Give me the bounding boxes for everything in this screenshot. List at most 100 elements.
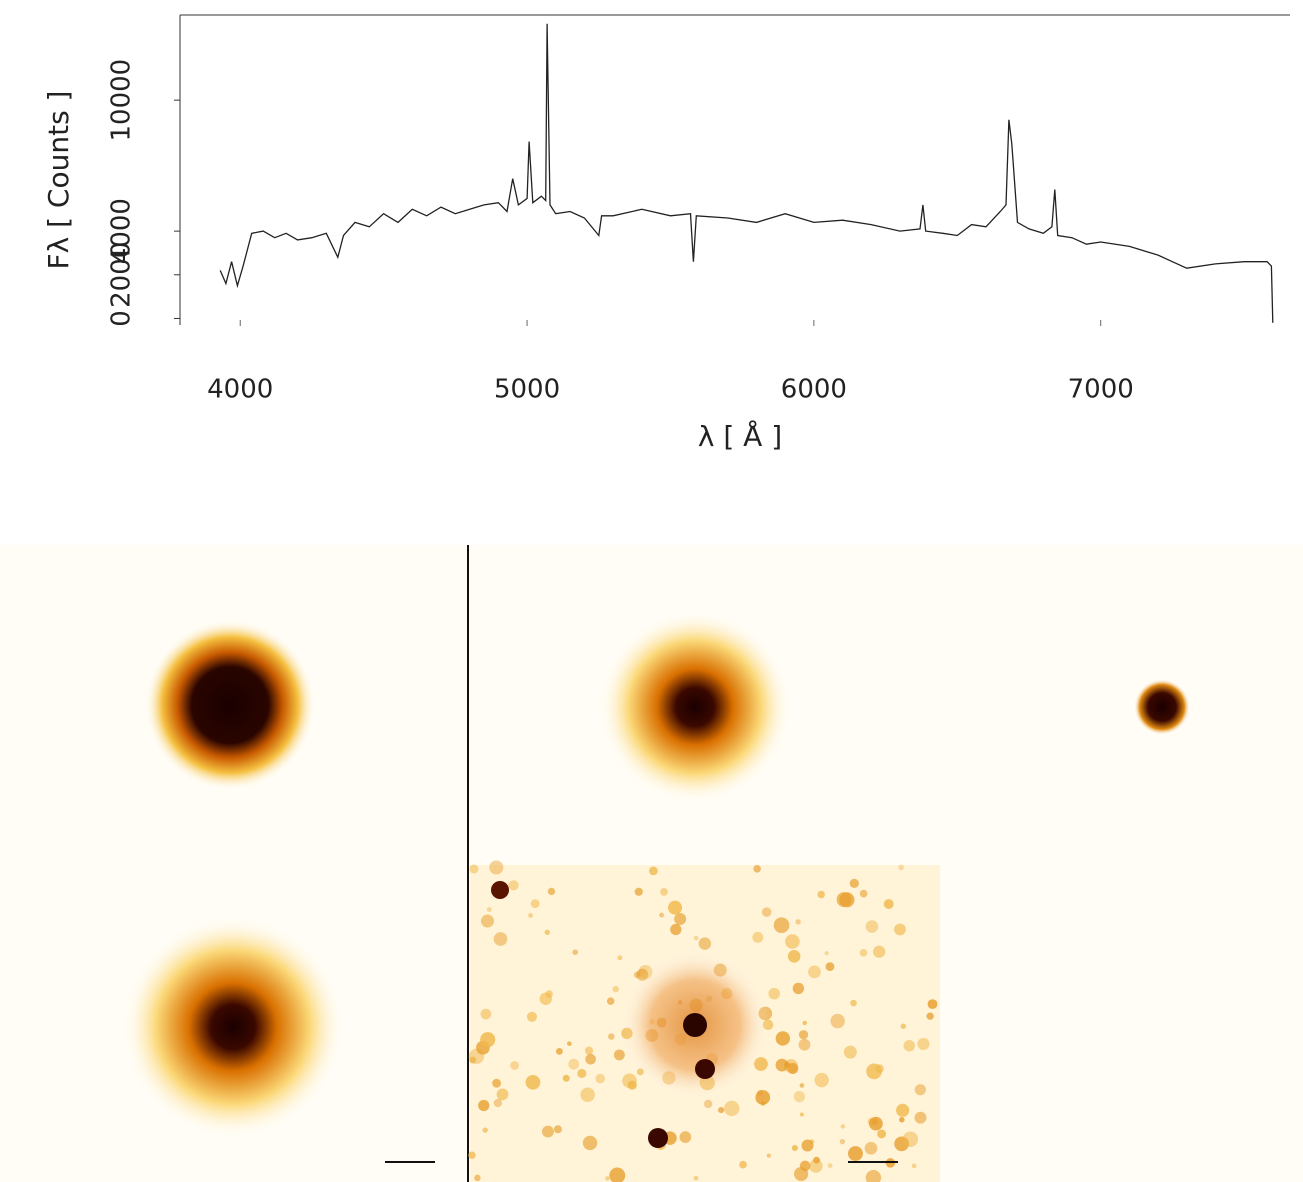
noise-blob <box>530 899 540 909</box>
galaxy-core <box>683 1013 707 1037</box>
noise-blob <box>693 935 699 941</box>
x-tick-label: 4000 <box>207 375 273 405</box>
noise-blob <box>568 1058 580 1070</box>
noise-blob <box>903 1039 915 1052</box>
noise-blob <box>824 951 829 956</box>
noise-blob <box>478 1099 490 1112</box>
noise-blob <box>900 1023 907 1029</box>
y-axis-label: Fλ [ Counts ] <box>42 91 75 270</box>
noise-blob <box>660 888 668 896</box>
noise-blob <box>753 865 761 873</box>
star-image <box>123 917 343 1137</box>
noise-blob <box>850 999 857 1007</box>
noise-blob <box>668 900 683 915</box>
noise-blob <box>814 1072 829 1088</box>
noise-blob <box>799 1112 804 1117</box>
noise-blob <box>827 1163 833 1168</box>
noise-blob <box>795 919 801 925</box>
noise-blob <box>760 1101 766 1106</box>
noise-blob <box>865 1170 882 1182</box>
noise-blob <box>582 1135 598 1151</box>
noise-blob <box>830 1013 845 1029</box>
noise-blob <box>898 864 904 871</box>
noise-blob <box>539 992 552 1005</box>
noise-blob <box>468 1151 476 1159</box>
noise-blob <box>634 887 643 896</box>
noise-blob <box>486 907 492 913</box>
noise-blob <box>608 1033 615 1040</box>
noise-blob <box>489 860 504 875</box>
noise-blob <box>783 1061 790 1068</box>
noise-blob <box>847 1146 863 1161</box>
y-tick-label: 4000 <box>107 198 137 264</box>
noise-blob <box>562 1074 570 1082</box>
noise-blob <box>799 1083 805 1088</box>
star-image <box>600 612 790 802</box>
noise-blob <box>606 997 615 1005</box>
noise-blob <box>794 1166 809 1182</box>
noise-blob <box>525 1074 541 1090</box>
x-tick-label: 6000 <box>781 375 847 405</box>
noise-blob <box>843 1045 857 1059</box>
noise-blob <box>896 1103 910 1117</box>
noise-blob <box>580 1087 595 1103</box>
noise-blob <box>859 889 868 898</box>
noise-blob <box>577 1068 587 1079</box>
noise-blob <box>839 892 855 908</box>
noise-blob <box>613 1049 625 1061</box>
noise-blob <box>787 1063 799 1074</box>
noise-blob <box>547 887 556 896</box>
noise-blob <box>693 1175 699 1181</box>
noise-blob <box>493 1098 503 1108</box>
x-tick-label: 7000 <box>1068 375 1134 405</box>
noise-blob <box>572 949 579 956</box>
noise-blob <box>917 1037 930 1051</box>
noise-blob <box>865 920 879 933</box>
noise-blob <box>877 1129 887 1139</box>
noise-blob <box>674 913 687 925</box>
noise-blob <box>480 914 495 928</box>
noise-blob <box>813 1156 820 1164</box>
noise-blob <box>793 1091 805 1103</box>
noise-blob <box>849 878 859 889</box>
noise-blob <box>617 955 623 961</box>
noise-blob <box>739 1160 747 1169</box>
noise-blob <box>528 913 533 918</box>
noise-blob <box>612 985 619 993</box>
noise-blob <box>508 880 519 891</box>
noise-blob <box>698 937 712 950</box>
noise-blob <box>567 1041 572 1046</box>
noise-blob <box>555 1047 563 1055</box>
noise-blob <box>927 999 938 1010</box>
noise-blob <box>911 1163 917 1169</box>
star-image <box>1134 679 1190 735</box>
noise-blob <box>926 1012 934 1020</box>
noise-blob <box>761 907 772 917</box>
noise-blob <box>914 1084 926 1096</box>
noise-blob <box>553 1125 562 1134</box>
noise-blob <box>670 923 682 936</box>
noise-blob <box>541 1125 554 1138</box>
noise-blob <box>595 1073 606 1084</box>
noise-blob <box>894 923 906 936</box>
noise-blob <box>899 1116 905 1123</box>
noise-blob <box>757 1089 764 1096</box>
noise-blob <box>480 1032 496 1048</box>
noise-blob <box>808 965 821 979</box>
y-tick-label: 0 <box>107 310 137 327</box>
noise-blob <box>703 1099 713 1109</box>
noise-blob <box>649 866 658 876</box>
y-tick-label: 2000 <box>107 242 137 308</box>
noise-blob <box>792 982 805 995</box>
noise-blob <box>526 1011 538 1022</box>
noise-blob <box>787 950 801 963</box>
noise-blob <box>679 1131 692 1143</box>
noise-blob <box>873 945 886 958</box>
y-tick-label: 10000 <box>107 59 137 142</box>
noise-blob <box>510 1061 520 1070</box>
noise-blob <box>492 1078 502 1088</box>
noise-blob <box>883 899 894 909</box>
noise-blob <box>585 1053 596 1065</box>
noise-blob <box>872 1118 879 1125</box>
